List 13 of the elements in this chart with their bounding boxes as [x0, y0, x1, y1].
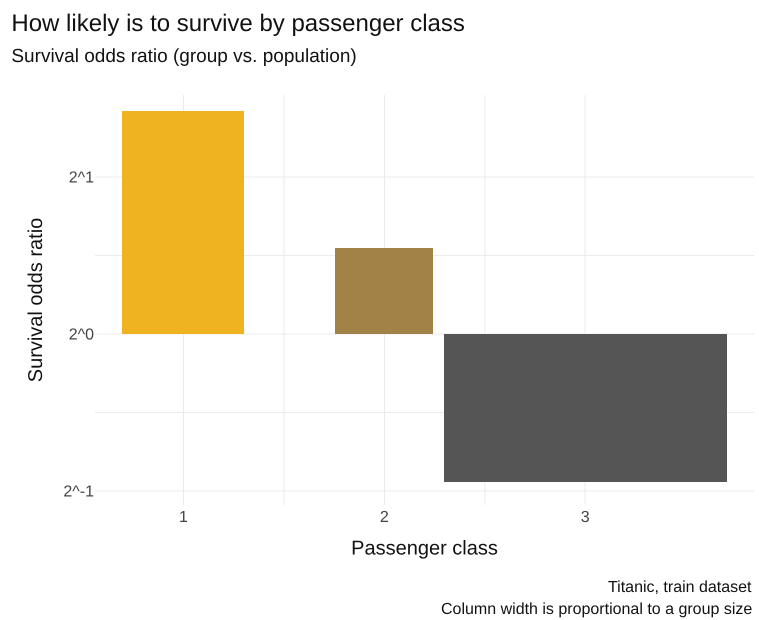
x-tick-label: 1	[178, 509, 188, 526]
x-tick-label: 3	[580, 509, 590, 526]
y-tick-label: 2^-1	[63, 484, 94, 501]
chart-title: How likely is to survive by passenger class	[11, 10, 465, 37]
y-tick-label: 2^1	[68, 169, 94, 186]
y-tick-label: 2^0	[68, 326, 94, 344]
x-tick-label: 2	[380, 509, 389, 526]
chart-subtitle: Survival odds ratio (group vs. population)	[11, 46, 357, 68]
x-axis-title: Passenger class	[351, 538, 498, 560]
y-axis-title: Survival odds ratio	[24, 218, 47, 382]
text: Titanic, train dataset	[608, 579, 752, 596]
bar	[122, 111, 244, 334]
text: Column width is proportional to a group size	[441, 601, 752, 618]
